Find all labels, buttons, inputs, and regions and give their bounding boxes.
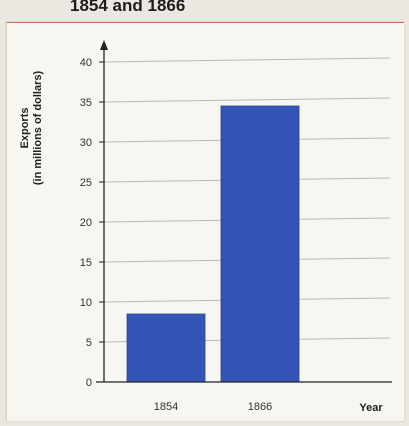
y-tick-label: 35 [80,97,92,109]
y-axis-label: Exports (in millions of dollars) [19,71,44,186]
gridline [103,57,391,63]
x-axis-label: Year [359,402,383,414]
y-tick-label: 20 [80,217,92,229]
y-axis-label-line1: Exports [19,108,31,149]
y-tick-labels: 0 5 10 15 20 25 30 35 40 [80,57,104,389]
bar-1854 [126,313,206,383]
bars [126,105,300,383]
y-tick-label: 0 [86,377,92,389]
x-tick-labels: 1854 1866 [154,401,272,413]
y-axis-label-line2: (in millions of dollars) [32,71,44,186]
y-tick-label: 30 [80,137,92,149]
y-tick-label: 5 [86,337,92,349]
bar-1866 [220,105,300,383]
axes [96,40,392,383]
gridline [103,97,391,103]
y-tick-label: 25 [80,177,92,189]
y-axis-arrow-icon [100,40,108,50]
x-tick-label: 1854 [154,401,178,413]
y-tick-label: 40 [80,57,92,69]
y-tick-label: 10 [80,297,92,309]
x-tick-label: 1866 [248,401,272,413]
chart-title: 1854 and 1866 [70,0,186,15]
y-tick-label: 15 [80,257,92,269]
